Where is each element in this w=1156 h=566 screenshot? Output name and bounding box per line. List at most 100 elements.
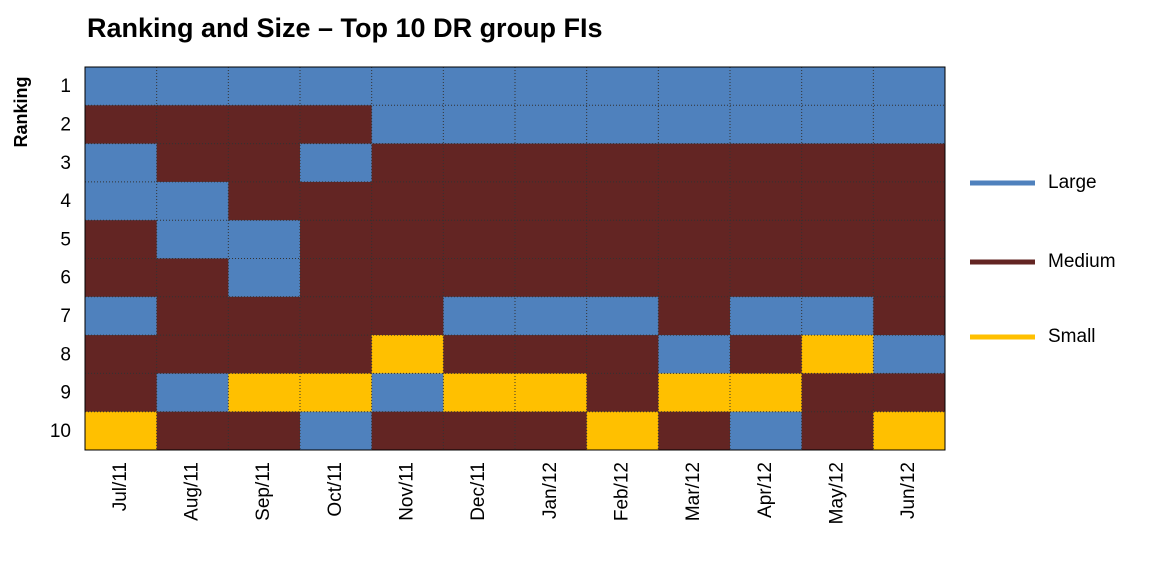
cell — [228, 335, 301, 374]
x-tick-label: Oct/11 — [325, 462, 346, 517]
cell — [873, 258, 946, 298]
cell — [873, 143, 946, 183]
cell — [515, 181, 588, 221]
cell — [371, 411, 444, 451]
cell — [371, 258, 444, 298]
cell — [801, 411, 874, 451]
cell — [156, 296, 229, 336]
cell — [371, 296, 444, 336]
y-tick-label: 4 — [60, 191, 71, 212]
cell — [85, 296, 158, 336]
cell — [658, 143, 731, 183]
cell — [156, 335, 229, 374]
cell — [730, 411, 803, 451]
cell — [658, 220, 731, 259]
cell — [443, 335, 516, 374]
cell — [586, 67, 659, 106]
x-tick-label: Jan/12 — [540, 462, 561, 519]
x-tick-label: Feb/12 — [612, 462, 633, 521]
cell — [443, 220, 516, 259]
cell — [156, 181, 229, 221]
cell — [85, 181, 158, 221]
x-tick-label: Dec/11 — [468, 462, 489, 521]
cell — [443, 67, 516, 106]
cell — [228, 67, 301, 106]
cell — [730, 296, 803, 336]
cell — [85, 220, 158, 259]
cell — [801, 105, 874, 145]
cell — [730, 220, 803, 259]
cell — [156, 220, 229, 259]
cell — [873, 67, 946, 106]
cell — [85, 105, 158, 145]
cell — [658, 411, 731, 451]
cell — [730, 335, 803, 374]
cell — [300, 67, 373, 106]
cell — [228, 373, 301, 413]
cell — [801, 373, 874, 413]
cell — [228, 220, 301, 259]
cell — [156, 411, 229, 451]
cell — [515, 220, 588, 259]
plot-border — [84, 66, 946, 451]
cell — [85, 143, 158, 183]
cell — [300, 373, 373, 413]
cell — [658, 181, 731, 221]
cell — [443, 411, 516, 451]
cell — [873, 296, 946, 336]
cell — [515, 373, 588, 413]
cell — [586, 296, 659, 336]
x-tick-label: Mar/12 — [683, 462, 704, 521]
cell — [586, 105, 659, 145]
cell — [300, 181, 373, 221]
cell — [730, 373, 803, 413]
cell — [515, 143, 588, 183]
cell — [586, 411, 659, 451]
cell — [586, 181, 659, 221]
cell — [801, 220, 874, 259]
cell — [873, 335, 946, 374]
cell — [801, 181, 874, 221]
cell — [85, 411, 158, 451]
legend-label: Medium — [1048, 251, 1116, 272]
cell — [873, 373, 946, 413]
cell — [443, 258, 516, 298]
y-tick-label: 7 — [60, 306, 71, 327]
y-tick-label: 3 — [60, 153, 71, 174]
x-tick-label: Nov/11 — [397, 462, 418, 521]
cell — [156, 67, 229, 106]
x-tick-label: Jul/11 — [110, 462, 131, 511]
cell — [730, 105, 803, 145]
x-tick-label: Apr/12 — [755, 462, 776, 518]
cell — [228, 105, 301, 145]
cell — [443, 143, 516, 183]
cell — [515, 335, 588, 374]
cell — [658, 296, 731, 336]
cell — [371, 105, 444, 145]
cell — [156, 143, 229, 183]
cell — [515, 258, 588, 298]
cell — [515, 67, 588, 106]
y-axis-title: Ranking — [11, 76, 31, 147]
legend-label: Small — [1048, 326, 1096, 347]
cell — [443, 181, 516, 221]
cell — [371, 143, 444, 183]
cell — [443, 296, 516, 336]
cell — [586, 258, 659, 298]
cell — [156, 105, 229, 145]
cell — [801, 143, 874, 183]
cell — [586, 143, 659, 183]
cell — [873, 411, 946, 451]
cell — [801, 296, 874, 336]
cell — [85, 258, 158, 298]
cell — [85, 373, 158, 413]
cell — [515, 411, 588, 451]
cell — [300, 411, 373, 451]
y-tick-label: 9 — [60, 383, 71, 404]
cell — [300, 258, 373, 298]
cell — [300, 335, 373, 374]
chart-title: Ranking and Size – Top 10 DR group FIs — [87, 13, 603, 43]
y-tick-label: 8 — [60, 344, 71, 365]
x-tick-label: Aug/11 — [182, 462, 203, 521]
cell — [730, 258, 803, 298]
